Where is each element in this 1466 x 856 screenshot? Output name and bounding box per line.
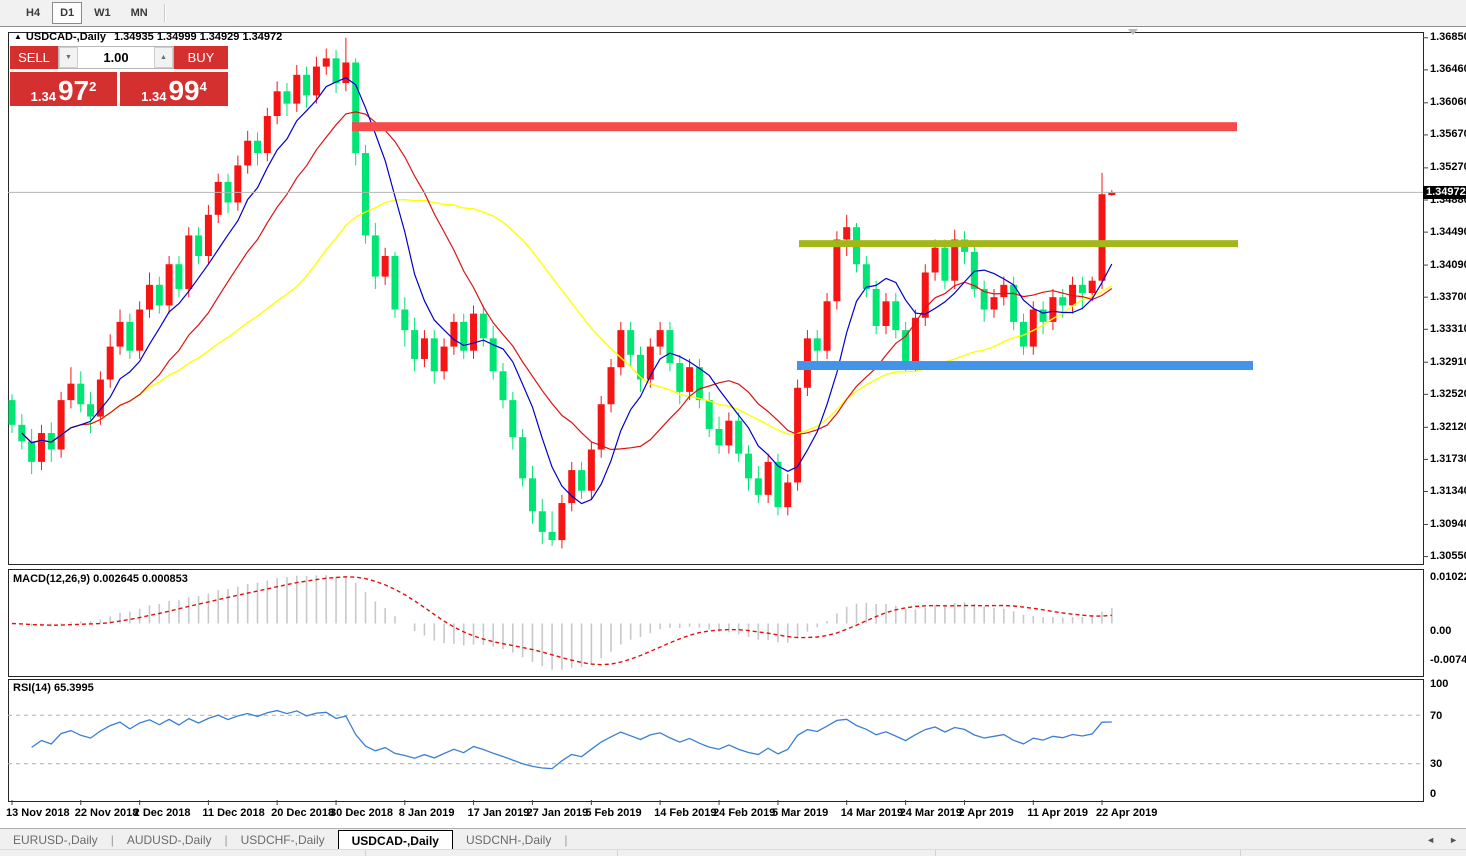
status-strip	[0, 849, 1466, 856]
date-label: 14 Mar 2019	[840, 807, 904, 819]
volume-stepper: ▼ ▲	[58, 46, 174, 69]
date-label: 27 Jan 2019	[526, 807, 589, 819]
volume-increase-button[interactable]: ▲	[154, 47, 173, 68]
price-tick-label: 1.30550	[1430, 550, 1466, 563]
strip-divider	[617, 850, 618, 856]
collapse-triangle-icon[interactable]: ▲	[14, 32, 22, 41]
timeframe-toolbar: H4 D1 W1 MN	[0, 0, 1466, 27]
macd-axis-max: 0.010229	[1430, 571, 1466, 583]
price-tick-label: 1.31340	[1430, 485, 1466, 498]
buy-price-figure: 1.34	[141, 89, 167, 104]
tab-usdcad[interactable]: USDCAD-,Daily	[337, 830, 453, 851]
date-label: 2 Apr 2019	[958, 807, 1014, 819]
price-tick-label: 1.35670	[1430, 128, 1466, 141]
tab-usdchf[interactable]: USDCHF-,Daily	[240, 832, 325, 847]
buy-button[interactable]: BUY	[174, 46, 228, 69]
strip-divider	[365, 850, 366, 856]
price-tick-label: 1.30940	[1430, 517, 1466, 530]
sell-button[interactable]: SELL	[10, 46, 58, 69]
sell-price-pips: 97	[57, 75, 90, 106]
tab-audusd[interactable]: AUDUSD-,Daily	[126, 832, 212, 847]
price-tick-label: 1.36060	[1430, 96, 1466, 109]
timeframe-h4-button[interactable]: H4	[26, 7, 41, 19]
price-tick-label: 1.32910	[1430, 355, 1466, 368]
macd-indicator-panel[interactable]	[8, 569, 1424, 677]
price-tick-label: 1.36850	[1430, 31, 1466, 44]
date-label: 5 Feb 2019	[585, 807, 642, 819]
date-label: 20 Dec 2018	[271, 807, 335, 819]
price-tick-label: 1.34490	[1430, 225, 1466, 238]
date-label: 24 Mar 2019	[899, 807, 962, 819]
price-tick-label: 1.36460	[1430, 63, 1466, 76]
price-tick-label: 1.33310	[1430, 322, 1466, 335]
date-label: 17 Jan 2019	[467, 807, 530, 819]
one-click-trade-panel: SELL ▼ ▲ BUY 1.34 97 2 1.34 99 4	[10, 46, 228, 106]
ohlc-values: 1.34935 1.34999 1.34929 1.34972	[114, 31, 283, 43]
sell-price-figure: 1.34	[30, 89, 56, 104]
volume-decrease-button[interactable]: ▼	[59, 47, 78, 68]
date-label: 11 Dec 2018	[202, 807, 265, 819]
strip-divider	[935, 850, 936, 856]
macd-axis-min: -0.007477	[1430, 654, 1466, 666]
date-label: 24 Feb 2019	[713, 807, 776, 819]
tab-separator: |	[224, 832, 228, 847]
price-tick-label: 1.33700	[1430, 290, 1466, 303]
buy-price-point: 4	[199, 79, 207, 94]
current-price-tag: 1.34972	[1423, 185, 1466, 199]
strip-divider	[1240, 850, 1241, 856]
date-label: 5 Mar 2019	[771, 807, 829, 819]
tab-eurusd[interactable]: EURUSD-,Daily	[13, 832, 98, 847]
toolbar-separator	[163, 4, 166, 22]
tab-scroll-left-icon[interactable]: ◄	[1426, 834, 1436, 845]
price-tick-label: 1.31730	[1430, 452, 1466, 465]
buy-price-display[interactable]: 1.34 99 4	[120, 72, 228, 106]
price-tick-label: 1.34090	[1430, 258, 1466, 271]
rsi-axis-30: 30	[1430, 758, 1443, 770]
macd-axis-zero: 0.00	[1430, 625, 1452, 637]
date-label: 14 Feb 2019	[654, 807, 717, 819]
sell-price-point: 2	[89, 79, 97, 94]
date-label: 22 Apr 2019	[1096, 807, 1158, 819]
price-tick-label: 1.34880	[1430, 193, 1466, 206]
rsi-axis-0: 0	[1430, 788, 1437, 800]
chart-tab-bar: EURUSD-,Daily | AUDUSD-,Daily | USDCHF-,…	[0, 828, 1466, 851]
tab-separator: |	[564, 832, 568, 847]
price-tick-label: 1.32120	[1430, 420, 1466, 433]
date-label: 11 Apr 2019	[1027, 807, 1089, 819]
rsi-indicator-panel[interactable]	[8, 679, 1424, 802]
date-label: 13 Nov 2018	[6, 807, 70, 819]
date-label: 8 Jan 2019	[398, 807, 455, 819]
chart-title: ▲ USDCAD-,Daily 1.34935 1.34999 1.34929 1.…	[14, 31, 282, 43]
symbol-period-label: USDCAD-,Daily	[25, 31, 106, 43]
date-label: 30 Dec 2018	[330, 807, 394, 819]
price-chart-panel[interactable]	[8, 32, 1424, 565]
date-label: 2 Dec 2018	[133, 807, 191, 819]
price-tick-label: 1.35270	[1430, 161, 1466, 174]
chart-shift-marker-icon[interactable]	[1128, 29, 1138, 35]
buy-price-pips: 99	[168, 75, 200, 106]
tab-separator: |	[110, 832, 114, 847]
rsi-axis-70: 70	[1430, 710, 1443, 722]
timeframe-d1-button[interactable]: D1	[52, 2, 83, 24]
timeframe-w1-button[interactable]: W1	[94, 7, 111, 19]
date-label: 22 Nov 2018	[74, 807, 139, 819]
price-tick-label: 1.32520	[1430, 387, 1466, 400]
tab-scroll-right-icon[interactable]: ►	[1449, 834, 1458, 845]
rsi-axis-100: 100	[1430, 678, 1449, 690]
macd-label: MACD(12,26,9) 0.002645 0.000853	[13, 573, 188, 585]
tab-usdcnh[interactable]: USDCNH-,Daily	[465, 832, 552, 847]
sell-price-display[interactable]: 1.34 97 2	[10, 72, 117, 106]
rsi-label: RSI(14) 65.3995	[13, 682, 94, 694]
volume-input[interactable]	[78, 47, 154, 68]
timeframe-mn-button[interactable]: MN	[130, 7, 148, 19]
